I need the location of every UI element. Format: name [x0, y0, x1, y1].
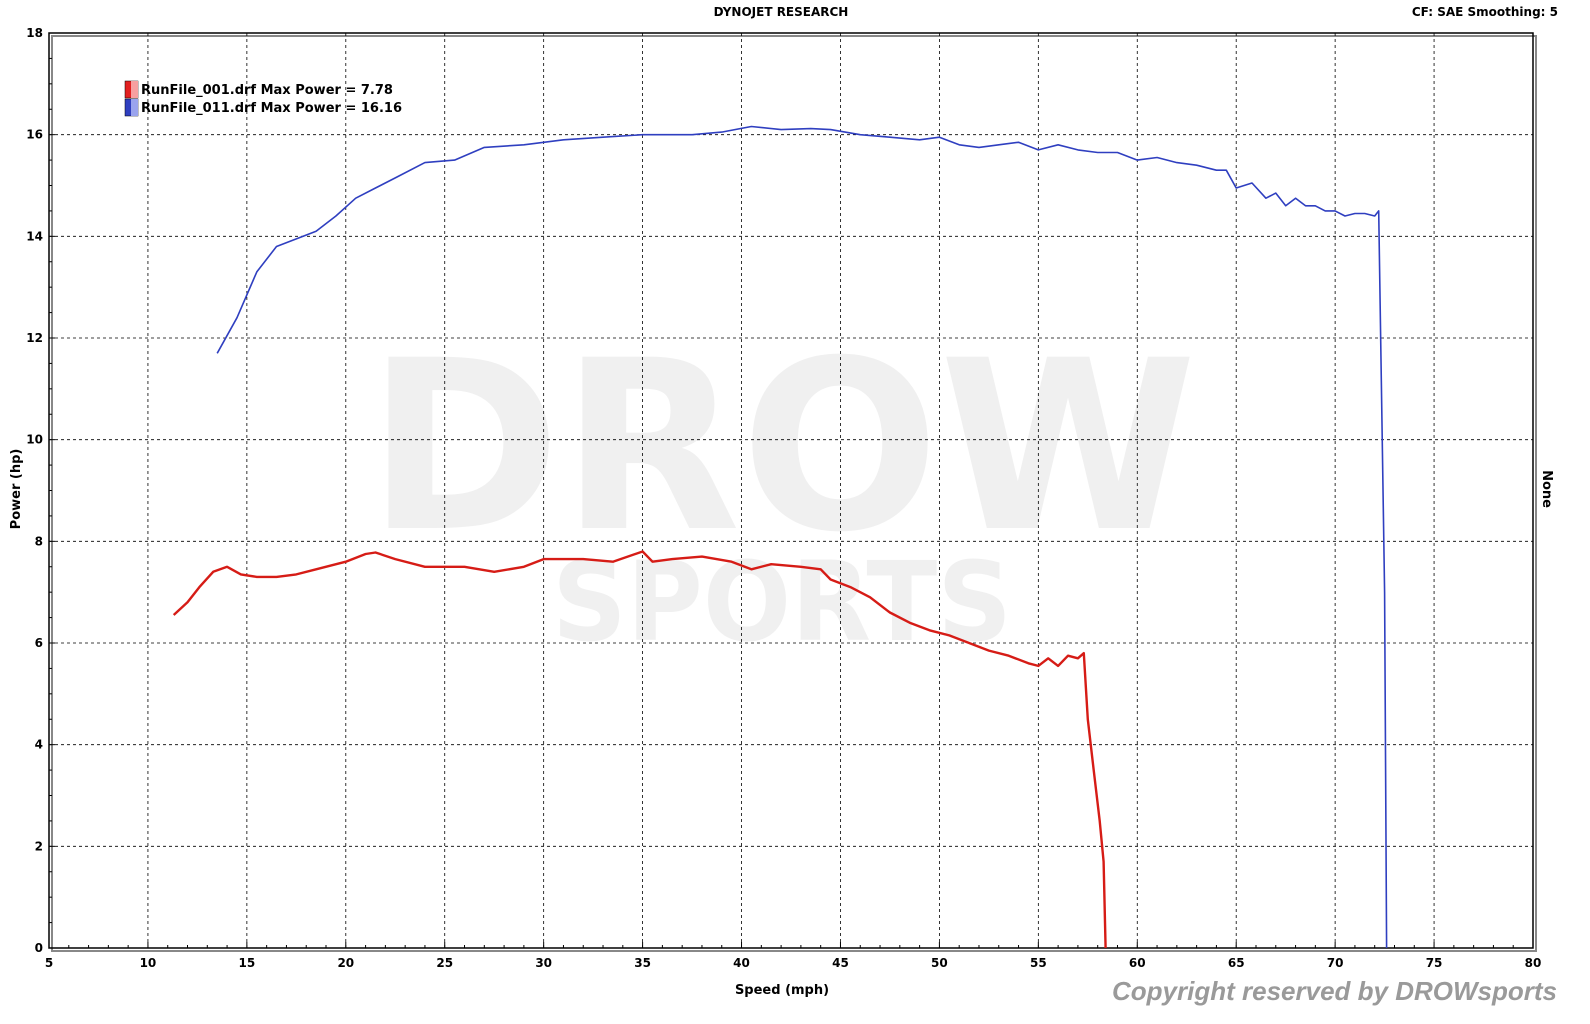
series-line-run2 — [216, 125, 1388, 949]
x-tick-label: 60 — [1129, 956, 1146, 970]
legend-label-run1: RunFile_001.drf Max Power = 7.78 — [141, 83, 393, 98]
x-tick-label: 80 — [1525, 956, 1542, 970]
y-tick-label: 2 — [35, 839, 43, 853]
y-tick-label: 10 — [26, 433, 43, 447]
x-tick-label: 45 — [832, 956, 849, 970]
x-tick-label: 40 — [733, 956, 750, 970]
legend-swatch-run2-highlight — [131, 99, 138, 116]
x-tick-label: 70 — [1327, 956, 1344, 970]
y-tick-label: 16 — [26, 128, 43, 142]
x-tick-label: 55 — [1030, 956, 1047, 970]
cf-smoothing-label: CF: SAE Smoothing: 5 — [1412, 5, 1558, 19]
x-tick-label: 25 — [436, 956, 453, 970]
y-axis-label: Power (hp) — [9, 449, 24, 530]
x-tick-label: 50 — [931, 956, 948, 970]
series — [172, 125, 1388, 949]
minor-ticks — [48, 32, 1534, 949]
y-tick-labels: 0 2 4 6 8 10 12 14 16 18 — [26, 26, 43, 955]
watermark-line2: SPORTS — [552, 538, 1012, 666]
right-axis-label: None — [1539, 470, 1554, 508]
x-tick-label: 75 — [1426, 956, 1443, 970]
y-tick-label: 4 — [35, 738, 43, 752]
grid — [49, 33, 1533, 948]
x-tick-label: 20 — [337, 956, 354, 970]
x-axis-label: Speed (mph) — [735, 983, 829, 998]
legend-label-run2: RunFile_011.drf Max Power = 16.16 — [141, 101, 402, 116]
x-tick-label: 30 — [535, 956, 552, 970]
legend: RunFile_001.drf Max Power = 7.78 RunFile… — [124, 80, 402, 117]
x-tick-label: 10 — [140, 956, 157, 970]
y-tick-label: 18 — [26, 26, 43, 40]
x-tick-label: 35 — [634, 956, 651, 970]
y-tick-label: 14 — [26, 229, 43, 243]
x-tick-label: 15 — [239, 956, 256, 970]
copyright-notice: Copyright reserved by DROWsports — [1112, 976, 1557, 1006]
plot-frame-shadow — [51, 35, 1537, 952]
x-tick-label: 5 — [45, 956, 53, 970]
chart-title: DYNOJET RESEARCH — [714, 5, 849, 19]
x-tick-label: 65 — [1228, 956, 1245, 970]
y-tick-label: 0 — [35, 941, 43, 955]
series-line-run1 — [172, 550, 1107, 949]
legend-swatch-run1-highlight — [131, 81, 138, 98]
y-tick-label: 8 — [35, 534, 43, 548]
watermark: DROW SPORTS — [367, 311, 1197, 666]
y-tick-label: 6 — [35, 636, 43, 650]
watermark-line1: DROW — [367, 311, 1197, 584]
x-tick-labels: 5 10 15 20 25 30 35 40 45 50 55 60 65 70 75 80 — [45, 956, 1542, 970]
y-tick-label: 12 — [26, 331, 43, 345]
